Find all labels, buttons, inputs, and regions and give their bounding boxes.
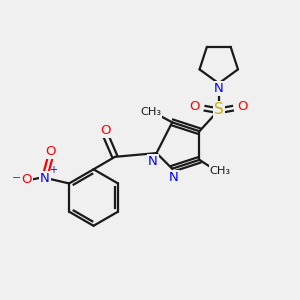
Text: N: N (148, 155, 158, 168)
Text: O: O (190, 100, 200, 113)
Text: +: + (49, 165, 57, 175)
Text: O: O (21, 173, 32, 186)
Text: O: O (45, 145, 55, 158)
Text: N: N (169, 171, 178, 184)
Text: O: O (100, 124, 110, 136)
Text: O: O (237, 100, 248, 113)
Text: CH₃: CH₃ (210, 166, 231, 176)
Text: S: S (214, 102, 224, 117)
Text: N: N (40, 172, 50, 184)
Text: CH₃: CH₃ (140, 107, 161, 117)
Text: −: − (12, 173, 22, 183)
Text: N: N (214, 82, 224, 95)
